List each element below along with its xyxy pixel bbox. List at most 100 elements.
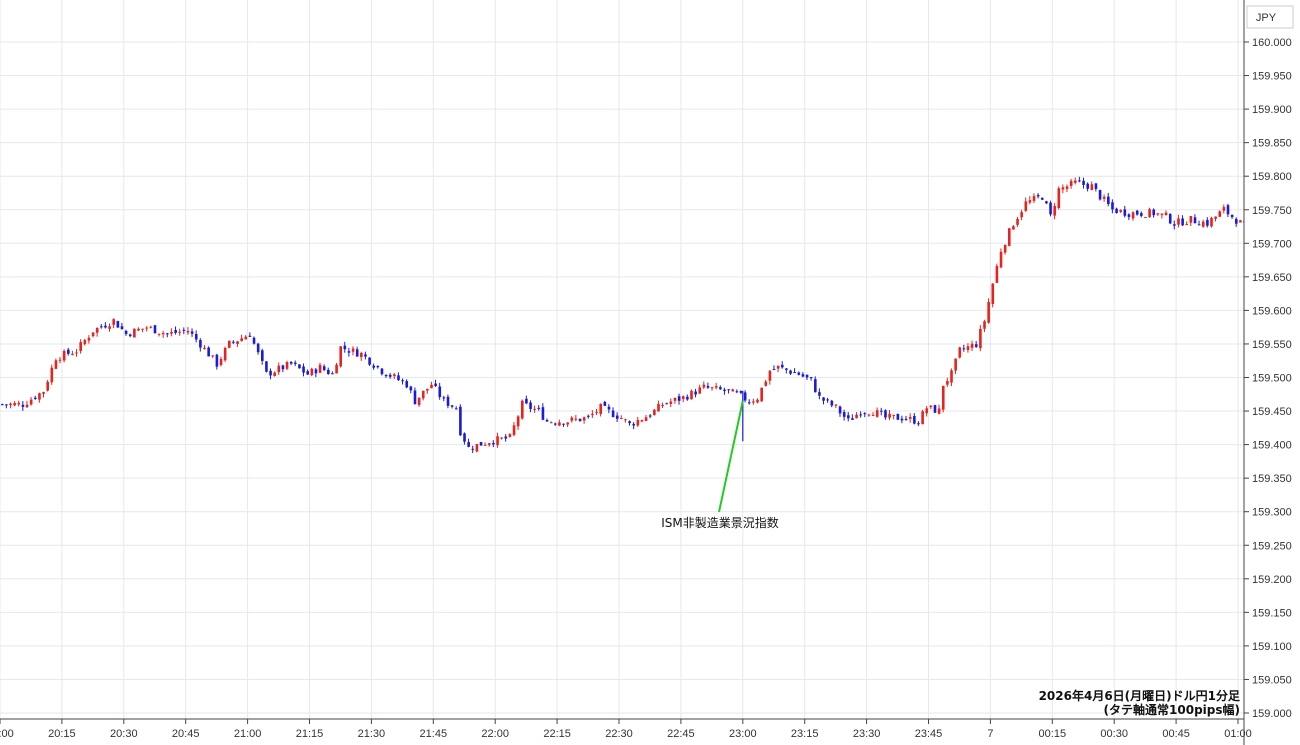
candle-up (240, 338, 243, 342)
candle-down (434, 383, 437, 387)
candle-up (112, 319, 116, 325)
x-tick-label: 7 (987, 728, 993, 740)
candle-down (459, 406, 462, 436)
candle-down (1111, 202, 1114, 210)
candle-down (256, 343, 260, 353)
candle-down (706, 385, 710, 388)
candle-up (273, 372, 276, 377)
candle-up (227, 340, 231, 348)
candle-up (946, 381, 949, 385)
candle-up (892, 414, 896, 416)
candle-up (752, 401, 755, 403)
y-tick-label: 159.300 (1252, 507, 1292, 519)
candle-down (1140, 213, 1143, 216)
candle-down (380, 368, 384, 375)
candle-up (244, 336, 248, 340)
candle-down (1086, 183, 1090, 189)
candle-up (25, 404, 29, 408)
candle-up (929, 405, 933, 408)
y-axis-ticks: 160.000 159.950 159.900 159.850 159.800 159.7… (1244, 37, 1292, 720)
candle-down (525, 398, 528, 404)
candle-up (987, 302, 990, 323)
y-tick-label: 159.650 (1252, 272, 1292, 284)
candle-up (157, 333, 161, 335)
y-tick-label: 159.450 (1252, 406, 1292, 418)
candle-up (50, 367, 54, 383)
x-tick-label: 21:45 (420, 728, 448, 740)
candle-up (941, 385, 945, 410)
candle-down (1036, 195, 1040, 197)
candle-down (545, 419, 549, 422)
candle-down (364, 354, 367, 357)
candle-down (327, 369, 330, 374)
candle-down (252, 337, 256, 344)
candle-up (549, 422, 553, 424)
candle-up (702, 384, 706, 388)
candle-down (789, 370, 792, 374)
candle-down (896, 413, 900, 420)
candle-down (21, 404, 25, 407)
candle-up (908, 416, 912, 419)
candle-up (1028, 200, 1032, 203)
candle-down (814, 379, 817, 393)
candle-down (793, 372, 796, 374)
candle-up (360, 352, 363, 358)
candle-down (446, 396, 450, 406)
candle-up (950, 370, 953, 383)
candle-up (673, 397, 677, 401)
candle-up (937, 408, 941, 414)
candle-down (801, 374, 805, 377)
candle-up (1222, 207, 1226, 211)
candle-down (554, 423, 557, 425)
y-tick-label: 159.250 (1252, 540, 1292, 552)
candle-up (236, 341, 239, 344)
candle-down (128, 334, 132, 337)
candle-down (294, 362, 297, 364)
y-tick-label: 159.950 (1252, 71, 1292, 83)
candle-down (615, 415, 619, 419)
candle-down (269, 370, 272, 376)
candle-up (1003, 244, 1007, 253)
y-tick-label: 159.100 (1252, 641, 1292, 653)
candle-down (562, 423, 565, 425)
candle-down (467, 442, 470, 447)
candle-down (492, 442, 495, 445)
candle-up (669, 401, 673, 404)
candle-up (888, 413, 891, 418)
candle-down (401, 380, 404, 382)
candle-down (537, 407, 541, 409)
candle-up (925, 408, 929, 414)
candle-up (624, 419, 627, 421)
candle-up (644, 417, 648, 422)
candle-up (620, 417, 623, 419)
candle-down (797, 372, 801, 375)
candle-down (405, 381, 409, 388)
y-tick-label: 159.000 (1252, 708, 1292, 720)
candle-up (1210, 217, 1213, 227)
candle-up (58, 359, 62, 361)
candle-up (521, 400, 524, 419)
candle-up (79, 342, 83, 352)
candle-down (409, 386, 413, 391)
y-tick-label: 159.200 (1252, 574, 1292, 586)
candle-up (582, 417, 586, 421)
y-axis-panel (1244, 0, 1300, 745)
candle-down (665, 403, 669, 405)
x-tick-label: 21:15 (296, 728, 324, 740)
candle-up (430, 384, 433, 389)
currency-label: JPY (1256, 12, 1277, 24)
annotation-pointer-line (718, 400, 744, 513)
candle-down (265, 361, 268, 372)
candle-down (120, 326, 124, 330)
candle-down (677, 396, 681, 401)
candle-down (388, 374, 392, 377)
candle-up (223, 348, 227, 361)
candle-up (141, 328, 144, 330)
candle-down (343, 345, 347, 350)
candle-up (983, 321, 986, 329)
candle-up (161, 333, 165, 335)
candle-down (529, 402, 532, 409)
candle-down (727, 389, 730, 391)
x-tick-label: 21:00 (234, 728, 262, 740)
